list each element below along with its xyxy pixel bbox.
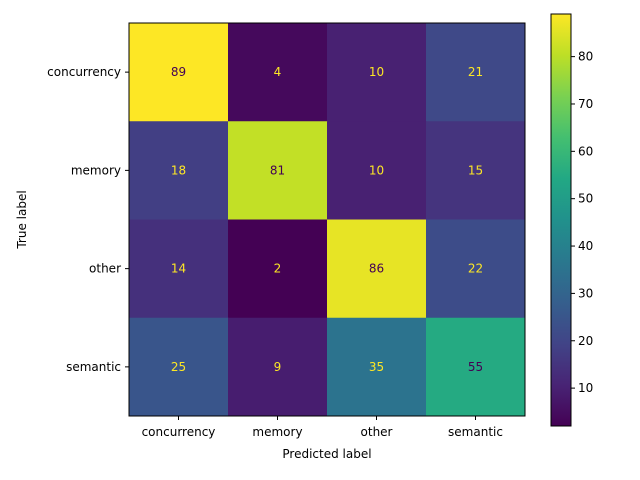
cell-value-0-1: 4: [274, 65, 282, 79]
cell-0-1: [228, 23, 328, 122]
cell-value-1-3: 15: [468, 163, 483, 177]
cell-2-0: [129, 219, 229, 319]
cell-value-3-1: 9: [274, 360, 282, 374]
colorbar-tick-label: 70: [578, 97, 593, 111]
heatmap-cells: [129, 23, 526, 417]
colorbar-tick-label: 50: [578, 192, 593, 206]
cell-1-1: [228, 121, 328, 220]
cell-value-2-0: 14: [171, 262, 186, 276]
x-tick-label: memory: [252, 425, 302, 439]
cell-1-2: [327, 121, 427, 220]
cell-3-3: [426, 317, 526, 417]
colorbar-tick-label: 30: [578, 286, 593, 300]
cell-2-1: [228, 219, 328, 319]
y-tick-label: memory: [71, 163, 121, 177]
cell-value-3-3: 55: [468, 360, 483, 374]
y-tick-label: other: [89, 262, 121, 276]
cell-value-1-2: 10: [369, 163, 384, 177]
cell-3-1: [228, 317, 328, 417]
cell-value-2-1: 2: [274, 262, 282, 276]
cell-1-0: [129, 121, 229, 220]
cell-value-2-2: 86: [369, 262, 384, 276]
colorbar-tick-label: 20: [578, 334, 593, 348]
colorbar-tick-label: 80: [578, 50, 593, 64]
colorbar-tick-label: 40: [578, 239, 593, 253]
x-tick-label: concurrency: [142, 425, 216, 439]
cell-2-2: [327, 219, 427, 319]
x-axis-ticks: concurrency memory other semantic: [142, 416, 503, 439]
cell-3-0: [129, 317, 229, 417]
cell-value-1-0: 18: [171, 163, 186, 177]
cell-value-3-0: 25: [171, 360, 186, 374]
colorbar: 10 20 30 40 50 60 70 80: [550, 13, 593, 427]
y-tick-label: concurrency: [47, 65, 121, 79]
cell-value-3-2: 35: [369, 360, 384, 374]
cell-2-3: [426, 219, 526, 319]
cell-value-1-1: 81: [270, 163, 285, 177]
y-axis-label: True label: [15, 190, 29, 249]
cell-0-3: [426, 23, 526, 122]
y-axis-ticks: concurrency memory other semantic: [47, 65, 129, 374]
cell-1-3: [426, 121, 526, 220]
x-tick-label: semantic: [448, 425, 503, 439]
cell-value-2-3: 22: [468, 262, 483, 276]
cell-value-0-0: 89: [171, 65, 186, 79]
cell-value-0-2: 10: [369, 65, 384, 79]
colorbar-tick-label: 10: [578, 381, 593, 395]
colorbar-gradient: [551, 14, 571, 426]
cell-value-0-3: 21: [468, 65, 483, 79]
cell-value-labels: 89 4 10 21 18 81 10 15 14 2 86 22 25 9 35 55: [171, 65, 483, 374]
cell-3-2: [327, 317, 427, 417]
x-tick-label: other: [361, 425, 393, 439]
colorbar-frame: [550, 13, 572, 427]
cell-0-2: [327, 23, 427, 122]
cell-0-0: [129, 23, 229, 122]
colorbar-tick-label: 60: [578, 144, 593, 158]
colorbar-ticks: 10 20 30 40 50 60 70 80: [571, 50, 593, 395]
plot-frame: [128, 22, 526, 417]
x-axis-label: Predicted label: [282, 447, 371, 461]
y-tick-label: semantic: [66, 360, 121, 374]
